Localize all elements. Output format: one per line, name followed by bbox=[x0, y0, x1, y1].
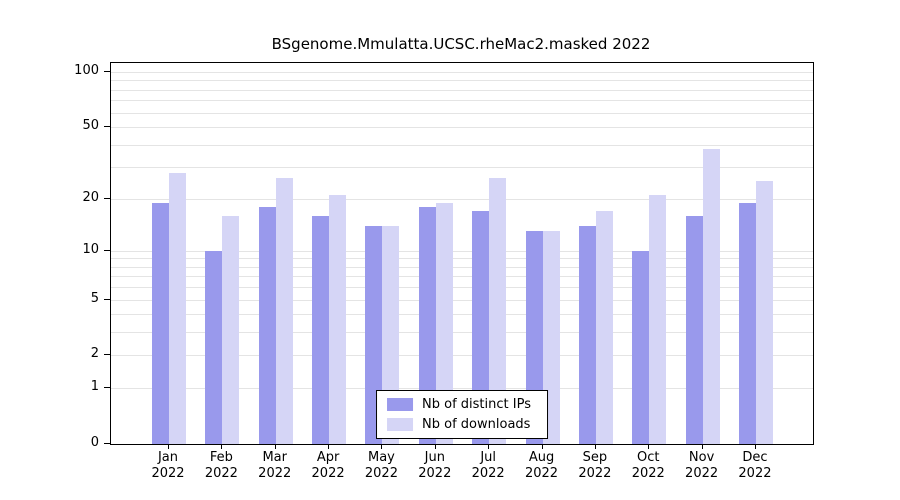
y-tick-label: 50 bbox=[82, 118, 99, 134]
bar-distinct-ips bbox=[152, 202, 169, 444]
x-tick bbox=[488, 444, 490, 449]
legend-item-distinct-ips: Nb of distinct IPs bbox=[387, 397, 531, 412]
x-tick bbox=[754, 444, 756, 449]
bar-downloads bbox=[222, 215, 240, 444]
x-tick-label: Nov 2022 bbox=[685, 450, 719, 481]
x-tick bbox=[381, 444, 383, 449]
gridline bbox=[111, 89, 813, 91]
y-tick-label: 5 bbox=[90, 290, 99, 306]
x-tick-label: Dec 2022 bbox=[738, 450, 772, 481]
gridline bbox=[111, 250, 813, 252]
gridline bbox=[111, 198, 813, 200]
legend-label-downloads: Nb of downloads bbox=[422, 417, 531, 432]
legend-swatch-distinct-ips bbox=[387, 398, 414, 411]
bar-downloads bbox=[595, 211, 613, 444]
bar-distinct-ips bbox=[365, 225, 383, 444]
y-tick bbox=[104, 387, 110, 389]
chart-title: BSgenome.Mmulatta.UCSC.rheMac2.masked 20… bbox=[271, 35, 651, 53]
gridline bbox=[111, 258, 813, 260]
bar-downloads bbox=[649, 194, 667, 444]
bar-distinct-ips bbox=[312, 215, 330, 444]
bar-downloads bbox=[489, 178, 507, 444]
x-tick-label: Jun 2022 bbox=[418, 450, 452, 481]
bar-downloads bbox=[755, 181, 773, 444]
bar-downloads bbox=[169, 172, 186, 444]
x-tick-label: Jan 2022 bbox=[151, 450, 185, 481]
y-tick bbox=[104, 298, 110, 300]
y-tick bbox=[104, 443, 110, 444]
x-tick-label: Apr 2022 bbox=[311, 450, 345, 481]
gridline bbox=[111, 299, 813, 301]
bar-distinct-ips bbox=[738, 202, 756, 444]
bar-distinct-ips bbox=[632, 250, 650, 444]
x-tick bbox=[594, 444, 596, 449]
x-tick bbox=[274, 444, 276, 449]
x-tick bbox=[221, 444, 223, 449]
gridline bbox=[111, 266, 813, 268]
bar-distinct-ips bbox=[578, 225, 596, 444]
bar-distinct-ips bbox=[258, 206, 276, 444]
legend: Nb of distinct IPs Nb of downloads bbox=[376, 390, 548, 439]
gridline bbox=[111, 80, 813, 82]
gridline bbox=[111, 287, 813, 289]
x-tick bbox=[541, 444, 543, 449]
bar-distinct-ips bbox=[685, 215, 703, 444]
bar-downloads bbox=[329, 194, 347, 444]
bar-downloads bbox=[382, 225, 400, 444]
legend-label-distinct-ips: Nb of distinct IPs bbox=[422, 397, 531, 412]
y-tick bbox=[104, 249, 110, 251]
bar-downloads bbox=[435, 202, 453, 444]
x-tick-label: Feb 2022 bbox=[204, 450, 238, 481]
gridline bbox=[111, 167, 813, 169]
legend-item-downloads: Nb of downloads bbox=[387, 417, 531, 432]
gridline bbox=[111, 388, 813, 390]
gridline bbox=[111, 355, 813, 357]
x-tick-label: Sep 2022 bbox=[578, 450, 612, 481]
x-tick-label: Mar 2022 bbox=[258, 450, 292, 481]
bar-downloads bbox=[702, 148, 720, 444]
gridline bbox=[111, 144, 813, 146]
y-tick-label: 100 bbox=[74, 63, 99, 78]
x-tick bbox=[701, 444, 703, 449]
x-tick-label: Jul 2022 bbox=[471, 450, 505, 481]
y-tick bbox=[104, 126, 110, 128]
y-tick-label: 1 bbox=[90, 379, 99, 395]
x-tick-label: May 2022 bbox=[364, 450, 398, 481]
gridline bbox=[111, 314, 813, 316]
legend-swatch-downloads bbox=[387, 418, 414, 431]
x-tick bbox=[168, 444, 169, 449]
x-tick bbox=[648, 444, 650, 449]
bar-distinct-ips bbox=[205, 250, 223, 444]
y-tick-label: 2 bbox=[90, 346, 99, 362]
y-tick-label: 20 bbox=[82, 189, 99, 205]
x-tick bbox=[434, 444, 436, 449]
gridline bbox=[111, 72, 813, 73]
gridline bbox=[111, 100, 813, 102]
x-tick bbox=[328, 444, 330, 449]
x-tick-label: Oct 2022 bbox=[631, 450, 665, 481]
y-tick-label: 0 bbox=[90, 435, 99, 450]
x-tick-label: Aug 2022 bbox=[524, 450, 559, 481]
gridline bbox=[111, 112, 813, 114]
y-tick bbox=[104, 71, 110, 72]
plot-area: Nb of distinct IPs Nb of downloads bbox=[110, 62, 814, 445]
bar-distinct-ips bbox=[418, 206, 436, 444]
bar-downloads bbox=[275, 178, 293, 444]
y-tick-label: 10 bbox=[82, 241, 99, 257]
gridline bbox=[111, 127, 813, 129]
gridline bbox=[111, 276, 813, 278]
gridline bbox=[111, 332, 813, 334]
bar-distinct-ips bbox=[472, 211, 490, 444]
y-tick bbox=[104, 354, 110, 356]
y-tick bbox=[104, 197, 110, 199]
